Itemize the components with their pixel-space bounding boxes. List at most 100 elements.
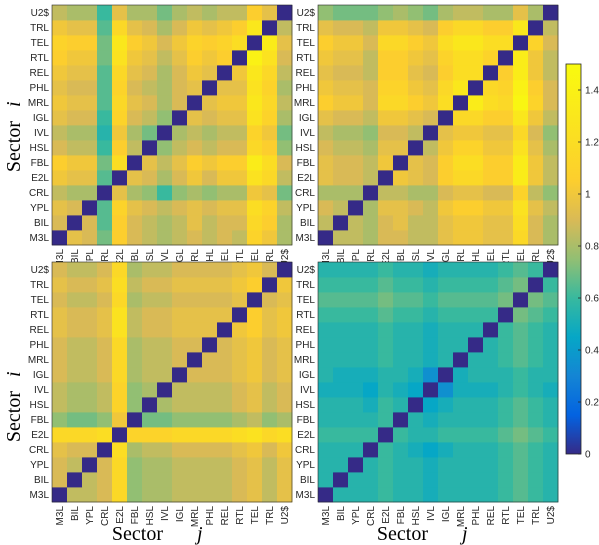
heatmap-cell	[543, 20, 559, 36]
heatmap-cell	[172, 442, 188, 458]
heatmap-cell	[348, 155, 364, 171]
heatmap-cell	[112, 367, 128, 383]
heatmap-cell	[543, 487, 559, 503]
heatmap-cell	[172, 185, 188, 201]
heatmap-cell	[453, 5, 469, 21]
heatmap-cell	[393, 35, 409, 51]
heatmap-cell	[232, 472, 248, 488]
heatmap-cell	[202, 20, 218, 36]
heatmap-cell	[423, 307, 439, 323]
heatmap-cell	[318, 307, 334, 323]
heatmap-cell	[378, 140, 394, 156]
heatmap-cell	[438, 155, 454, 171]
heatmap-cell	[127, 170, 143, 186]
heatmap-cell	[408, 50, 424, 66]
heatmap-cell	[453, 382, 469, 398]
heatmap-cell	[232, 185, 248, 201]
heatmap-cell	[423, 80, 439, 96]
heatmap-cell	[157, 80, 173, 96]
y-tick-label: U2$	[31, 8, 50, 19]
heatmap-cell	[202, 337, 218, 353]
heatmap-cell	[97, 35, 113, 51]
heatmap-cell	[187, 200, 203, 216]
heatmap-cell	[232, 230, 248, 246]
heatmap-cell	[127, 110, 143, 126]
heatmap-cell	[363, 110, 379, 126]
heatmap-cell	[262, 20, 278, 36]
heatmap-cell	[468, 367, 484, 383]
heatmap-cell	[468, 307, 484, 323]
heatmap-cell	[468, 337, 484, 353]
x-tick-label: REL	[486, 249, 497, 269]
heatmap-cell	[142, 230, 158, 246]
heatmap-cell	[157, 277, 173, 293]
heatmap-cell	[438, 200, 454, 216]
heatmap-cell	[513, 185, 529, 201]
heatmap-cell	[157, 337, 173, 353]
heatmap-cell	[127, 5, 143, 21]
x-tick-label: M3L	[55, 249, 66, 269]
heatmap-cell	[498, 170, 514, 186]
heatmap-cell	[423, 427, 439, 443]
heatmap-cell	[318, 367, 334, 383]
heatmap-cell	[513, 412, 529, 428]
heatmap-cell	[217, 200, 233, 216]
heatmap-cell	[202, 65, 218, 81]
heatmap-cell	[393, 457, 409, 473]
heatmap-cell	[333, 80, 349, 96]
heatmap-cell	[363, 200, 379, 216]
heatmap-cell	[318, 215, 334, 231]
heatmap-cell	[468, 382, 484, 398]
heatmap-cell	[262, 110, 278, 126]
heatmap-cell	[52, 472, 68, 488]
x-tick-label: MRL	[190, 249, 201, 271]
x-tick-label: M3L	[55, 506, 66, 526]
heatmap-cell	[112, 170, 128, 186]
heatmap-cell	[513, 427, 529, 443]
heatmap-cell	[483, 65, 499, 81]
heatmap-cell	[262, 140, 278, 156]
heatmap-cell	[172, 200, 188, 216]
heatmap-cell	[142, 125, 158, 141]
y-tick-label: TEL	[31, 295, 50, 306]
heatmap-cell	[318, 442, 334, 458]
heatmap-cell	[393, 80, 409, 96]
heatmap-cell	[202, 50, 218, 66]
heatmap-cell	[528, 50, 544, 66]
heatmap-cell	[498, 125, 514, 141]
heatmap-cell	[247, 262, 263, 278]
x-tick-label: TEL	[516, 249, 527, 268]
heatmap-cell	[318, 35, 334, 51]
heatmap-cell	[202, 155, 218, 171]
colorbar-tick-label: 0	[585, 450, 591, 461]
heatmap-cell	[187, 215, 203, 231]
heatmap-cell	[142, 337, 158, 353]
heatmap-cell	[483, 50, 499, 66]
heatmap-cell	[247, 292, 263, 308]
x-tick-label: TEL	[516, 506, 527, 525]
heatmap-cell	[543, 382, 559, 398]
heatmap-cell	[408, 397, 424, 413]
y-tick-label: CRL	[295, 445, 315, 456]
heatmap-cell	[378, 322, 394, 338]
heatmap-cell	[498, 277, 514, 293]
x-tick-label: TRL	[265, 506, 276, 525]
heatmap-cell	[97, 185, 113, 201]
x-tick-label: YPL	[351, 249, 362, 268]
heatmap-cell	[157, 472, 173, 488]
heatmap-cell	[468, 140, 484, 156]
heatmap-cell	[393, 472, 409, 488]
heatmap-cell	[318, 110, 334, 126]
heatmap-cell	[187, 442, 203, 458]
heatmap-cell	[408, 337, 424, 353]
heatmap-cell	[82, 307, 98, 323]
heatmap-cell	[202, 140, 218, 156]
heatmap-cell	[528, 382, 544, 398]
heatmap-cell	[423, 487, 439, 503]
x-tick-label: MRL	[190, 506, 201, 528]
heatmap-cell	[202, 322, 218, 338]
heatmap-cell	[393, 125, 409, 141]
heatmap-cell	[453, 215, 469, 231]
heatmap-cell	[348, 215, 364, 231]
heatmap-cell	[262, 277, 278, 293]
